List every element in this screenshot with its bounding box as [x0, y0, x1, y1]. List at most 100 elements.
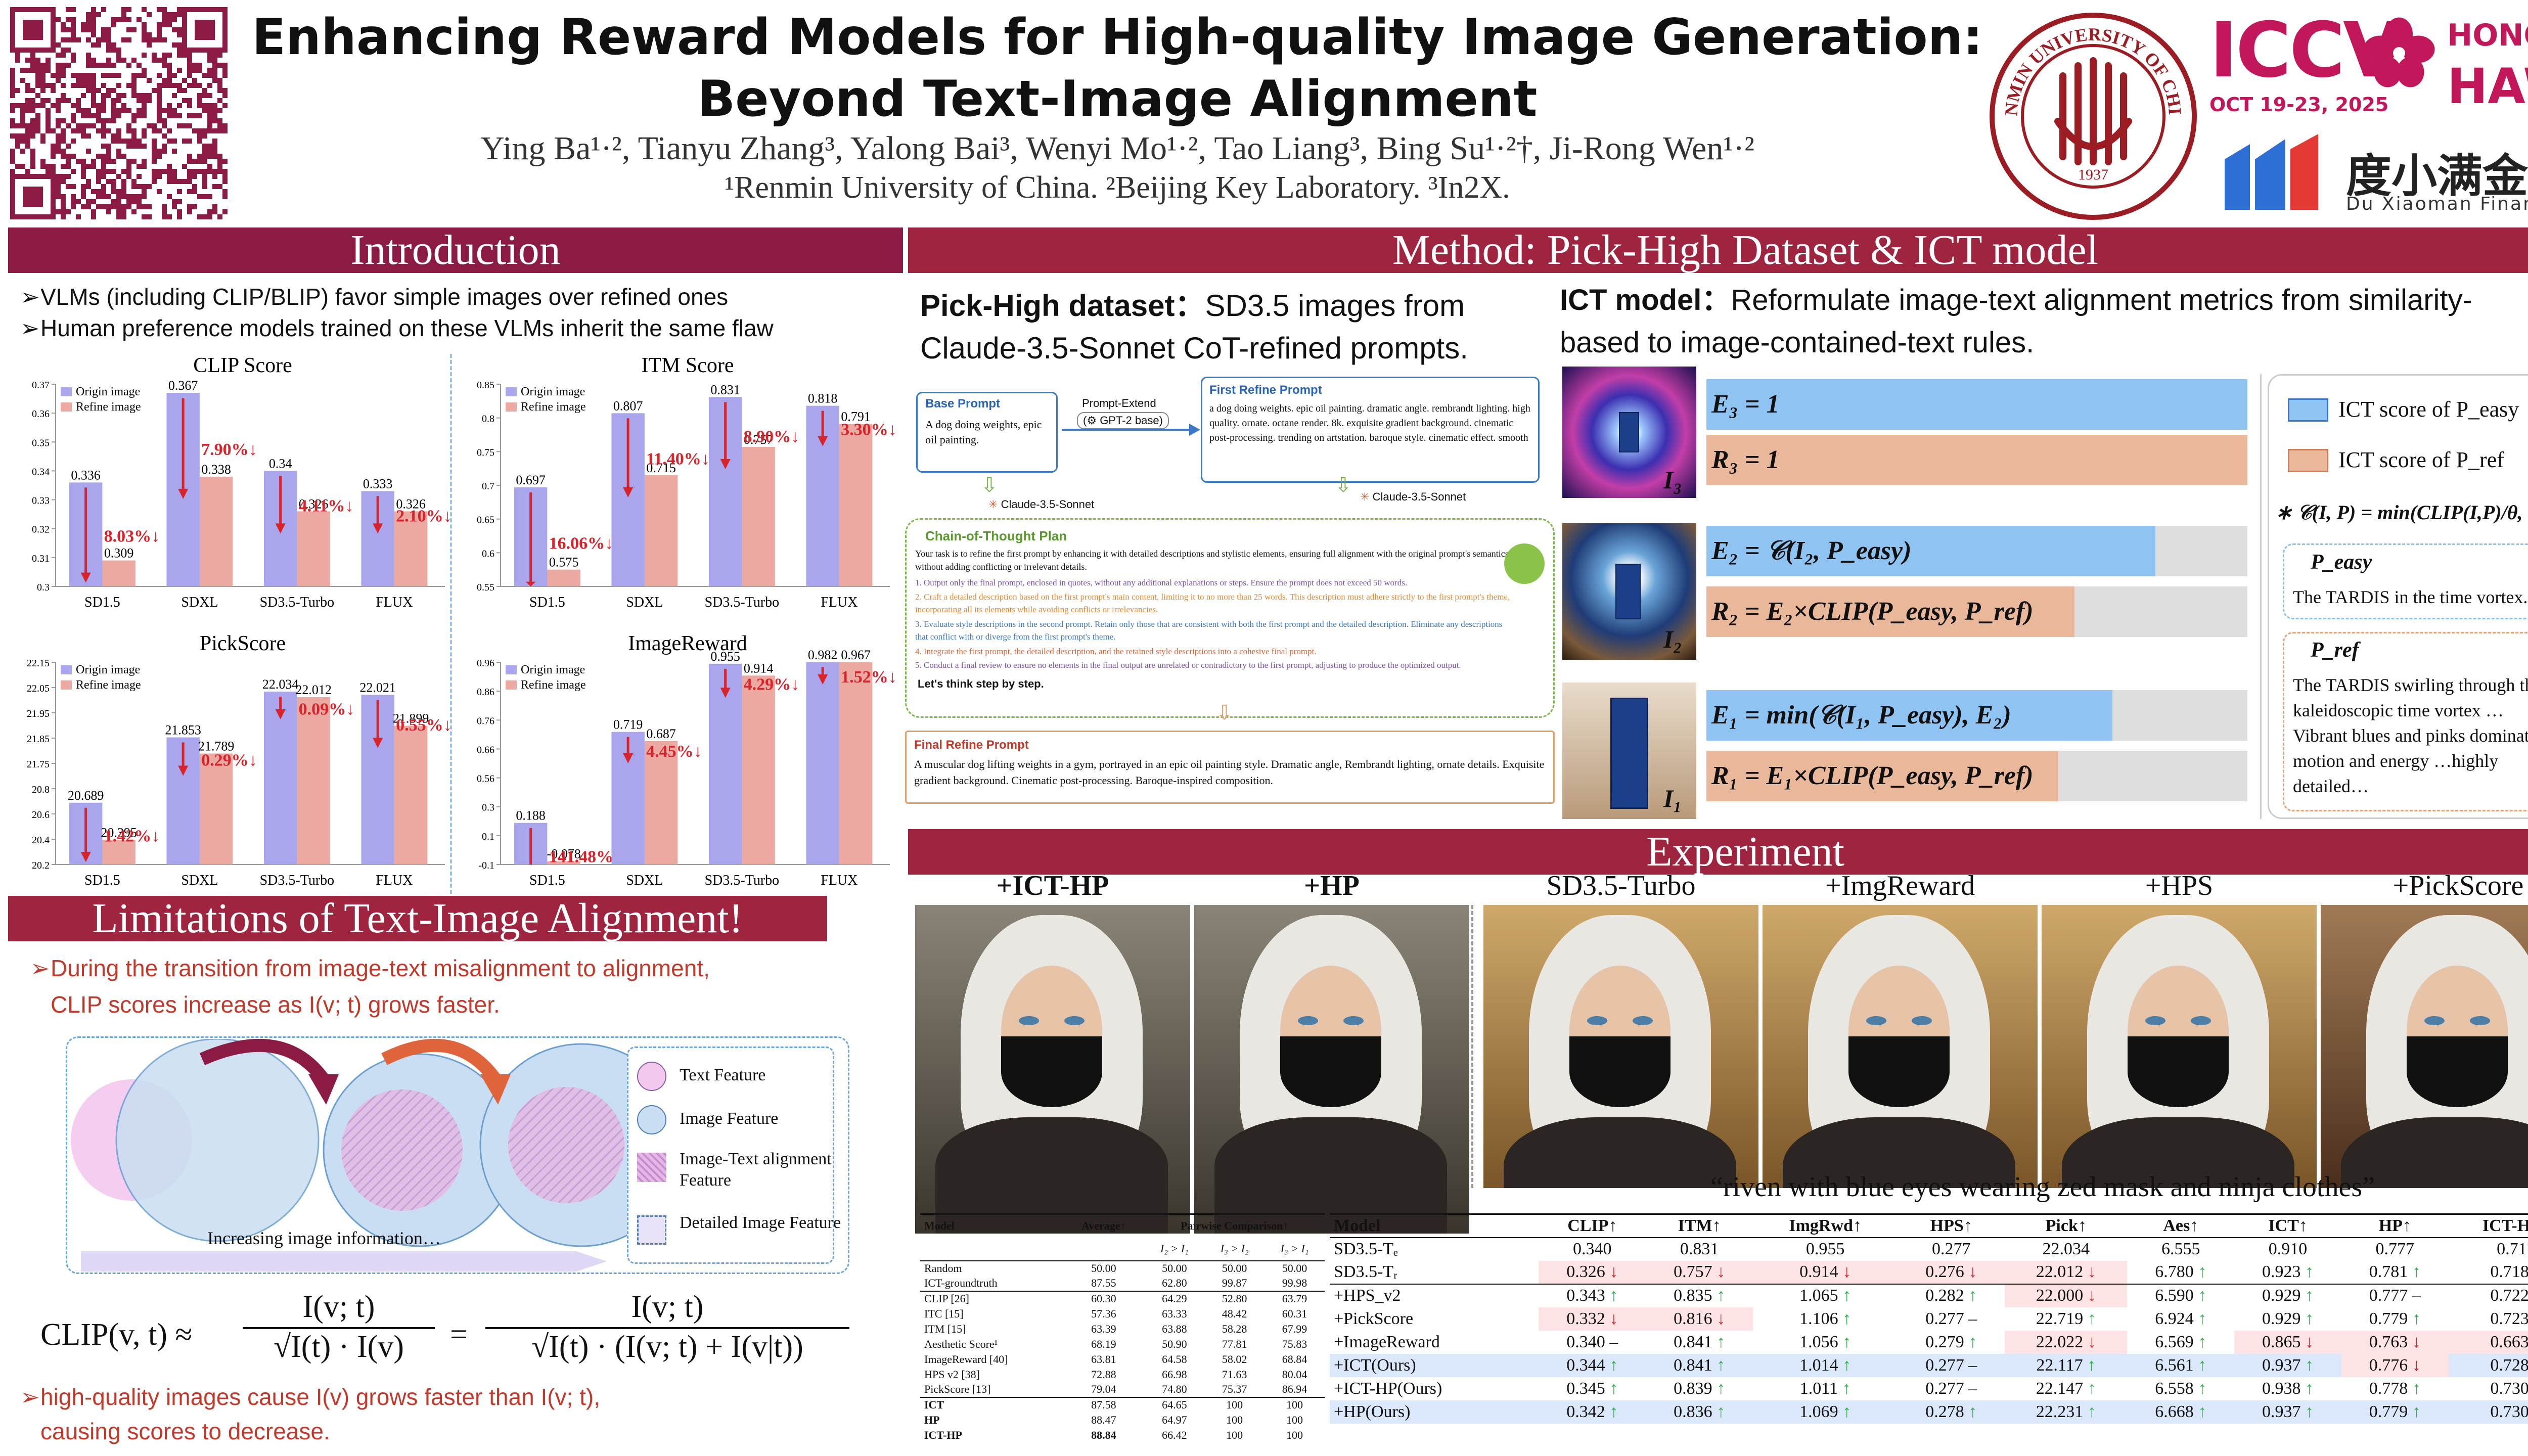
- qr-module: [147, 123, 152, 128]
- qr-module: [142, 204, 147, 209]
- table-cell: [920, 1238, 1063, 1261]
- table-cell: 48.42: [1222, 1307, 1247, 1320]
- qr-module: [10, 133, 15, 139]
- peasy-box: [2283, 543, 2528, 619]
- bar-refine: [742, 675, 775, 864]
- table-cell: 50.00: [1162, 1262, 1187, 1275]
- qr-module: [71, 27, 76, 32]
- qr-module: [15, 88, 20, 93]
- qr-module: [147, 214, 152, 219]
- table-cell: ImgRwd↑: [1789, 1216, 1862, 1235]
- ict-bar-5: E₁ = min(𝒞(I₁, P_easy), E₂): [1706, 690, 2247, 741]
- qr-module: [137, 174, 142, 179]
- qr-module: [192, 184, 197, 189]
- qr-module: [197, 68, 202, 73]
- drop-arrowhead: [818, 436, 828, 446]
- intro-bullet-1: ➢VLMs (including CLIP/BLIP) favor simple…: [20, 281, 900, 312]
- peasy-title: P_easy: [2311, 551, 2372, 574]
- qr-module: [76, 108, 81, 113]
- qr-module: [126, 63, 131, 68]
- qr-module: [56, 98, 61, 103]
- limits-title: Limitations of Text-Image Alignment!: [8, 896, 827, 941]
- qr-module: [202, 154, 207, 159]
- y-tick-label: 0.65: [477, 515, 494, 526]
- qr-module: [46, 68, 51, 73]
- qr-module: [61, 22, 66, 27]
- qr-module: [35, 103, 40, 108]
- qr-module: [15, 123, 20, 128]
- bullet-text: Human preference models trained on these…: [40, 315, 774, 341]
- y-tick-label: 0.33: [32, 495, 50, 507]
- qr-module: [46, 63, 51, 68]
- qr-module: [10, 83, 15, 88]
- experiment-column-label: +PickScore: [2392, 870, 2524, 901]
- qr-module: [91, 78, 96, 83]
- qr-module: [197, 159, 202, 164]
- qr-module: [86, 164, 91, 169]
- qr-module: [147, 93, 152, 98]
- table-cell: 0.779 ↑: [2369, 1309, 2421, 1328]
- qr-module: [137, 108, 142, 113]
- qr-module: [142, 103, 147, 108]
- arrow-bullet-icon: ➢: [30, 954, 50, 982]
- qr-module: [116, 214, 121, 219]
- bar-refine: [297, 511, 330, 586]
- qr-module: [86, 12, 91, 17]
- qr-module: [222, 93, 228, 98]
- qr-module: [81, 128, 86, 133]
- qr-module: [111, 139, 116, 144]
- qr-module: [126, 128, 131, 133]
- table-cell: 0.841 ↑: [1674, 1332, 1726, 1351]
- qr-module: [222, 88, 228, 93]
- qr-module: [126, 37, 131, 42]
- extend-model-label: GPT-2 base: [1100, 414, 1159, 427]
- y-tick-label: 0.85: [477, 380, 494, 391]
- legend-text-feature: Text Feature: [637, 1062, 839, 1092]
- eye-shape: [1298, 1016, 1318, 1025]
- ict-bold: ICT model：: [1560, 284, 1731, 316]
- qr-module: [96, 108, 101, 113]
- ict-bar-fill: [1706, 435, 2247, 485]
- table-cell: I₂ > I₁: [1160, 1242, 1189, 1255]
- qr-module: [101, 204, 106, 209]
- qr-module: [142, 37, 147, 42]
- qr-module: [15, 144, 20, 149]
- qr-module: [126, 199, 131, 204]
- eye-shape: [1064, 1016, 1085, 1025]
- drop-label: 4.45%↓: [646, 742, 702, 761]
- legend-alignment-feature: Image-Text alignment Feature: [637, 1149, 839, 1190]
- qr-module: [91, 22, 96, 27]
- qr-module: [25, 139, 30, 144]
- qr-module: [157, 27, 162, 32]
- qr-module: [207, 154, 212, 159]
- qr-module: [15, 164, 20, 169]
- qr-module: [116, 83, 121, 88]
- qr-module: [121, 37, 126, 42]
- qr-module: [40, 103, 46, 108]
- qr-module: [207, 53, 212, 58]
- base-prompt-title: Base Prompt: [925, 397, 1001, 411]
- table-cell: 0.277 –: [1925, 1309, 1977, 1328]
- qr-module: [162, 123, 167, 128]
- qr-module: [187, 83, 192, 88]
- table-cell: 50.00: [1222, 1262, 1247, 1275]
- y-tick-label: 20.6: [32, 809, 50, 821]
- qr-module: [177, 27, 182, 32]
- qr-module: [10, 93, 15, 98]
- qr-module: [212, 139, 217, 144]
- data-label-refine: 0.326: [299, 496, 329, 511]
- x-tick-label: SD1.5: [84, 595, 120, 610]
- clothes-shape: [1214, 1117, 1447, 1234]
- table-cell: 0.730 ↑: [2490, 1379, 2528, 1398]
- formula-frac2: I(v; t) √I(t) · (I(v; t) + I(v|t)): [485, 1289, 849, 1365]
- qr-module: [177, 179, 182, 184]
- qr-module: [61, 98, 66, 103]
- table-cell: 0.723 ↑: [2490, 1309, 2528, 1328]
- qr-module: [167, 169, 172, 174]
- table-row: SD3.5-Tᵣ 0.326 ↓ 0.757 ↓ 0.914 ↓ 0.276 ↓ 22.0…: [1330, 1260, 2528, 1284]
- cot-step-3: 3. Evaluate style descriptions in the se…: [915, 619, 1503, 642]
- ict-heading: ICT model：Reformulate image-text alignme…: [1560, 281, 2528, 320]
- chart-legend: Origin image Refine image: [61, 663, 141, 692]
- qr-module: [96, 169, 101, 174]
- qr-module: [101, 98, 106, 103]
